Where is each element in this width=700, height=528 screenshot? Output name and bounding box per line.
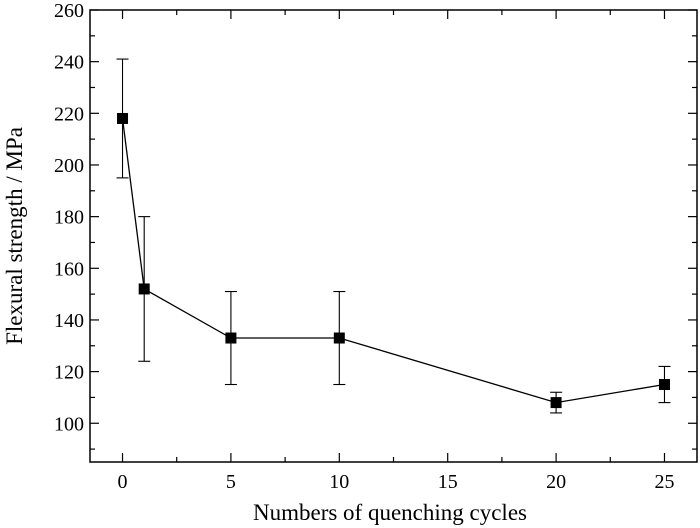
x-tick-label: 20 [546, 471, 566, 493]
y-tick-label: 140 [54, 310, 84, 332]
y-tick-label: 120 [54, 362, 84, 384]
data-point [333, 332, 345, 344]
tick-labels: 0 5 10 15 20 25 100 120 140 160 180 200 220 240 260 [54, 0, 674, 493]
series-layer [116, 58, 671, 414]
data-point [550, 397, 562, 409]
data-point [225, 332, 237, 344]
axis-ticks [90, 9, 697, 462]
data-point [658, 379, 670, 391]
y-tick-label: 160 [54, 258, 84, 280]
x-tick-label: 25 [654, 471, 674, 493]
y-tick-label: 260 [54, 0, 84, 22]
y-tick-label: 200 [54, 155, 84, 177]
y-axis-title: Flexural strength / MPa [2, 127, 27, 345]
series-line [121, 118, 665, 404]
data-point [138, 283, 150, 295]
x-tick-label: 15 [438, 471, 458, 493]
x-tick-label: 10 [329, 471, 349, 493]
data-point [117, 112, 129, 124]
x-tick-label: 0 [118, 471, 128, 493]
x-axis-title: Numbers of quenching cycles [253, 500, 527, 525]
x-tick-label: 5 [226, 471, 236, 493]
y-tick-label: 220 [54, 103, 84, 125]
y-tick-label: 180 [54, 207, 84, 229]
y-tick-label: 240 [54, 52, 84, 74]
y-tick-label: 100 [54, 413, 84, 435]
